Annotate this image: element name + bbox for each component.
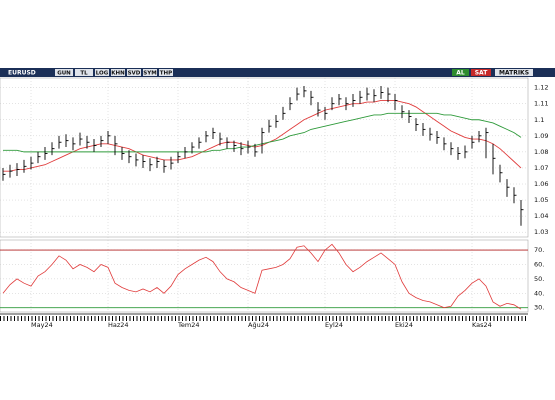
y-tick-label: 1.08 bbox=[534, 148, 548, 156]
toolbar-button-label[interactable]: LOG bbox=[96, 71, 109, 77]
x-tick-label: Tem24 bbox=[177, 321, 199, 329]
y-tick-label: 1.05 bbox=[534, 196, 548, 204]
y-tick-label: 1.1 bbox=[534, 116, 544, 124]
toolbar-button-label[interactable]: TL bbox=[80, 71, 88, 77]
rsi-line bbox=[2, 243, 522, 310]
toolbar-button[interactable] bbox=[159, 69, 173, 76]
x-tick-label: Haz24 bbox=[108, 321, 129, 329]
toolbar bbox=[0, 68, 555, 77]
toolbar-button-label[interactable]: KHN bbox=[111, 71, 125, 77]
brand-label[interactable]: MATRIKS bbox=[499, 70, 529, 77]
x-tick-label: Ağu24 bbox=[248, 321, 269, 329]
rsi-panel bbox=[0, 239, 529, 313]
sell-label[interactable]: SAT bbox=[475, 70, 488, 77]
toolbar-button[interactable] bbox=[143, 69, 157, 76]
y-tick-label: 40. bbox=[534, 289, 544, 297]
date-ticks bbox=[0, 316, 528, 321]
toolbar-button[interactable] bbox=[95, 69, 109, 76]
y-tick-label: 1.03 bbox=[534, 228, 548, 236]
toolbar-button-label[interactable]: SVD bbox=[128, 71, 141, 77]
buy-button[interactable] bbox=[452, 69, 469, 76]
sell-button[interactable] bbox=[471, 69, 491, 76]
x-tick-label: Kas24 bbox=[472, 321, 492, 329]
x-tick-label: Eki24 bbox=[395, 321, 413, 329]
toolbar-button[interactable] bbox=[55, 69, 73, 76]
y-tick-label: 1.09 bbox=[534, 132, 548, 140]
y-tick-label: 1.06 bbox=[534, 180, 548, 188]
toolbar-button[interactable] bbox=[111, 69, 125, 76]
buy-label[interactable]: AL bbox=[456, 70, 465, 77]
price-panel bbox=[0, 77, 529, 238]
toolbar-button[interactable] bbox=[127, 69, 141, 76]
y-tick-label: 1.12 bbox=[534, 84, 548, 92]
y-tick-label: 1.07 bbox=[534, 164, 548, 172]
y-tick-label: 1.04 bbox=[534, 212, 548, 220]
symbol[interactable]: EURUSD bbox=[8, 70, 36, 77]
toolbar-button-label[interactable]: THP bbox=[160, 71, 172, 77]
y-tick-label: 1.11 bbox=[534, 100, 548, 108]
y-tick-label: 30. bbox=[534, 304, 544, 312]
x-tick-label: Eyl24 bbox=[325, 321, 343, 329]
brand-button[interactable] bbox=[495, 69, 533, 76]
toolbar-button-label[interactable]: SYM bbox=[143, 71, 156, 77]
x-tick-label: May24 bbox=[31, 321, 53, 329]
y-tick-label: 70. bbox=[534, 246, 544, 254]
toolbar-button[interactable] bbox=[75, 69, 93, 76]
toolbar-button-label[interactable]: GUN bbox=[57, 71, 71, 77]
y-tick-label: 60. bbox=[534, 260, 544, 268]
y-tick-label: 50. bbox=[534, 275, 544, 283]
